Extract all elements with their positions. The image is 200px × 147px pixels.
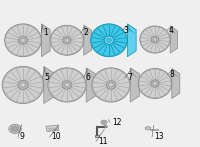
Ellipse shape (62, 81, 72, 89)
Ellipse shape (102, 121, 106, 123)
Ellipse shape (153, 38, 157, 41)
Ellipse shape (138, 69, 172, 98)
Ellipse shape (101, 120, 107, 125)
Polygon shape (172, 69, 180, 98)
Ellipse shape (9, 124, 21, 133)
Ellipse shape (65, 38, 69, 42)
Polygon shape (170, 26, 177, 53)
Ellipse shape (20, 83, 26, 87)
Ellipse shape (5, 24, 41, 57)
Text: 4: 4 (169, 26, 174, 35)
Text: 5: 5 (44, 73, 49, 82)
Ellipse shape (104, 126, 107, 128)
Ellipse shape (109, 83, 113, 87)
Polygon shape (130, 68, 139, 102)
Polygon shape (44, 66, 54, 103)
Text: 9: 9 (20, 132, 25, 141)
Ellipse shape (107, 38, 111, 42)
Bar (150, 129, 158, 130)
Text: 12: 12 (112, 118, 122, 127)
Ellipse shape (65, 83, 69, 87)
Text: 6: 6 (86, 73, 90, 82)
Text: 13: 13 (154, 132, 164, 141)
Ellipse shape (50, 25, 84, 55)
Text: 8: 8 (170, 70, 174, 79)
Ellipse shape (21, 38, 25, 42)
Text: 1: 1 (43, 29, 48, 37)
Ellipse shape (48, 68, 86, 102)
Ellipse shape (104, 36, 114, 44)
Ellipse shape (151, 36, 159, 43)
Ellipse shape (18, 80, 28, 90)
Text: 11: 11 (98, 137, 108, 146)
Ellipse shape (11, 126, 19, 132)
Polygon shape (127, 24, 136, 57)
Ellipse shape (63, 37, 71, 44)
Ellipse shape (140, 26, 170, 53)
Ellipse shape (2, 66, 44, 103)
Text: 3: 3 (124, 26, 128, 35)
Ellipse shape (92, 68, 130, 102)
Ellipse shape (151, 80, 159, 87)
Ellipse shape (91, 24, 127, 57)
Text: 2: 2 (83, 29, 88, 37)
Bar (95, 135, 99, 137)
Ellipse shape (153, 82, 157, 85)
Ellipse shape (106, 81, 116, 89)
Polygon shape (84, 25, 92, 55)
Text: 10: 10 (52, 132, 61, 141)
Polygon shape (86, 68, 95, 102)
Polygon shape (41, 24, 50, 57)
Bar (46, 125, 59, 132)
Text: 7: 7 (127, 73, 132, 82)
Ellipse shape (18, 36, 28, 44)
Ellipse shape (145, 127, 151, 130)
